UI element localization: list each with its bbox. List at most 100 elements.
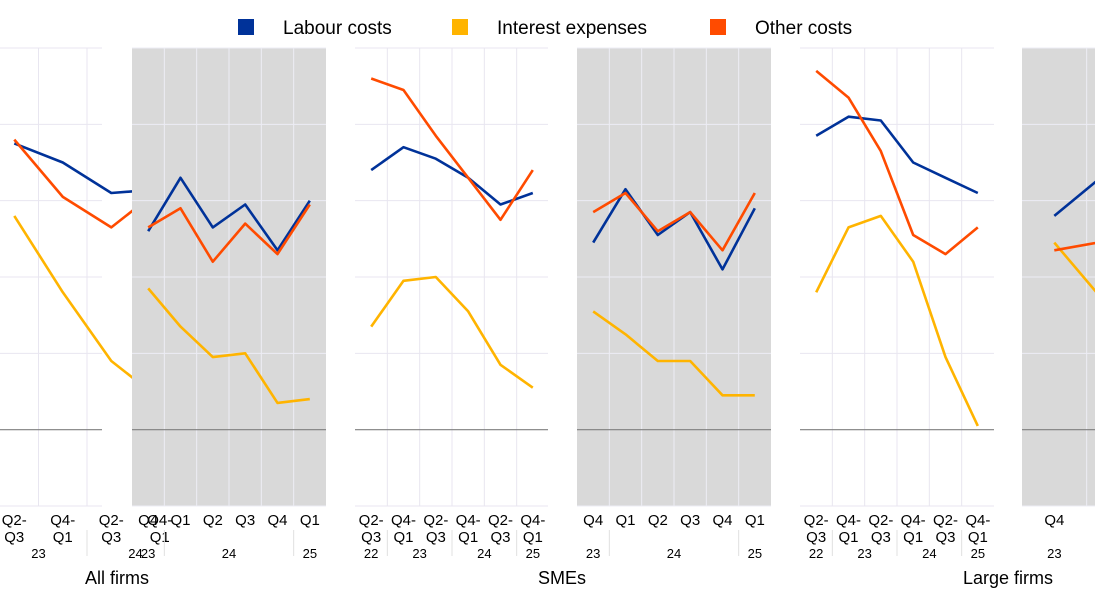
series-line bbox=[815, 69, 979, 256]
x-tick-label-line: Q2- bbox=[933, 512, 958, 529]
x-tick-label-line: Q2- bbox=[868, 512, 893, 529]
x-tick-label-line: Q4 bbox=[583, 512, 603, 529]
x-year-label: 23 bbox=[31, 546, 45, 561]
x-tick-label: Q4 bbox=[1044, 512, 1064, 529]
x-tick-label-line: Q1 bbox=[838, 529, 858, 546]
x-tick-label-line: Q4- bbox=[901, 512, 926, 529]
x-tick-label: Q4 bbox=[583, 512, 603, 529]
x-tick-label-line: Q4 bbox=[712, 512, 732, 529]
x-tick-label-line: Q4- bbox=[147, 512, 172, 529]
x-year-label: 23 bbox=[857, 546, 871, 561]
x-year-label: 25 bbox=[303, 546, 317, 561]
x-year-label: 23 bbox=[586, 546, 600, 561]
x-tick-label-line: Q3 bbox=[426, 529, 446, 546]
x-tick-label: Q2-Q3 bbox=[99, 512, 124, 546]
x-tick-label-line: Q4- bbox=[836, 512, 861, 529]
x-tick-label: Q4-Q1 bbox=[836, 512, 861, 546]
x-tick-label: Q4 bbox=[712, 512, 732, 529]
x-year-label: 23 bbox=[412, 546, 426, 561]
x-tick-label: Q1 bbox=[170, 512, 190, 529]
x-tick-label: Q4-Q1 bbox=[456, 512, 481, 546]
x-tick-label-line: Q1 bbox=[745, 512, 765, 529]
x-tick-label-line: Q4 bbox=[267, 512, 287, 529]
x-tick-label-line: Q4- bbox=[965, 512, 990, 529]
legend-swatch bbox=[238, 19, 254, 35]
x-tick-label: Q2-Q3 bbox=[423, 512, 448, 546]
x-tick-label-line: Q2- bbox=[423, 512, 448, 529]
x-year-label: 25 bbox=[748, 546, 762, 561]
x-tick-label: Q4-Q1 bbox=[50, 512, 75, 546]
x-year-label: 24 bbox=[922, 546, 936, 561]
group-titles: All firms SMEs Large firms bbox=[85, 568, 1053, 588]
x-tick-label-line: Q4- bbox=[520, 512, 545, 529]
x-tick-label: Q4 bbox=[138, 512, 158, 529]
x-tick-label: Q1 bbox=[615, 512, 635, 529]
x-tick-label-line: Q1 bbox=[300, 512, 320, 529]
x-tick-label-line: Q1 bbox=[523, 529, 543, 546]
x-tick-label-line: Q3 bbox=[871, 529, 891, 546]
x-tick-label: Q2-Q3 bbox=[933, 512, 958, 546]
x-tick-label-line: Q1 bbox=[170, 512, 190, 529]
legend: Labour costs Interest expenses Other costs bbox=[238, 18, 852, 39]
series-line bbox=[370, 275, 534, 389]
x-tick-label-line: Q4- bbox=[50, 512, 75, 529]
x-tick-label: Q2-Q3 bbox=[2, 512, 27, 546]
x-tick-label: Q1 bbox=[745, 512, 765, 529]
x-tick-label: Q4-Q1 bbox=[901, 512, 926, 546]
series-line bbox=[592, 187, 756, 271]
x-tick-label-line: Q4- bbox=[456, 512, 481, 529]
x-year-label: 24 bbox=[128, 546, 142, 561]
x-tick-label-line: Q3 bbox=[235, 512, 255, 529]
x-year-label: 25 bbox=[971, 546, 985, 561]
x-tick-label-line: Q2 bbox=[203, 512, 223, 529]
x-tick-label-line: Q3 bbox=[490, 529, 510, 546]
x-tick-label: Q4-Q1 bbox=[391, 512, 416, 546]
x-tick-label: Q2-Q3 bbox=[868, 512, 893, 546]
x-tick-label-line: Q2- bbox=[488, 512, 513, 529]
series-line bbox=[1053, 241, 1095, 293]
x-tick-label: Q4-Q1 bbox=[520, 512, 545, 546]
series-line bbox=[147, 287, 310, 405]
x-tick-label-line: Q1 bbox=[968, 529, 988, 546]
x-year-label: 24 bbox=[667, 546, 681, 561]
series-line bbox=[370, 145, 534, 206]
x-tick-label: Q1 bbox=[300, 512, 320, 529]
series-line bbox=[592, 191, 756, 252]
x-year-label: 24 bbox=[477, 546, 491, 561]
x-tick-label: Q2-Q3 bbox=[488, 512, 513, 546]
x-tick-label-line: Q3 bbox=[361, 529, 381, 546]
x-tick-label: Q2 bbox=[203, 512, 223, 529]
series-line bbox=[815, 214, 979, 427]
x-tick-label-line: Q3 bbox=[4, 529, 24, 546]
x-year-label: 22 bbox=[364, 546, 378, 561]
x-year-label: 25 bbox=[526, 546, 540, 561]
x-year-label: 23 bbox=[1047, 546, 1061, 561]
x-tick-label-line: Q1 bbox=[150, 529, 170, 546]
x-tick-label: Q4 bbox=[267, 512, 287, 529]
group-title-label: Large firms bbox=[963, 568, 1053, 588]
x-tick-label-line: Q4- bbox=[391, 512, 416, 529]
x-tick-label-line: Q2- bbox=[99, 512, 124, 529]
x-tick-label-line: Q4 bbox=[1044, 512, 1064, 529]
group-title-label: All firms bbox=[85, 568, 149, 588]
series-line bbox=[147, 203, 311, 264]
x-tick-label: Q2-Q3 bbox=[804, 512, 829, 546]
x-tick-label-line: Q2 bbox=[648, 512, 668, 529]
x-year-label: 23 bbox=[141, 546, 155, 561]
series-line bbox=[1054, 241, 1095, 252]
legend-swatch bbox=[710, 19, 726, 35]
legend-swatch bbox=[452, 19, 468, 35]
legend-label: Interest expenses bbox=[497, 18, 647, 39]
series-line bbox=[147, 176, 311, 252]
x-tick-label-line: Q4 bbox=[138, 512, 158, 529]
x-tick-label: Q3 bbox=[680, 512, 700, 529]
panel: Q4 Q1 Q2 Q3 Q4 Q1 23 24 25 bbox=[577, 47, 771, 561]
series-line bbox=[1053, 180, 1095, 217]
x-tick-label-line: Q3 bbox=[935, 529, 955, 546]
legend-label: Labour costs bbox=[283, 18, 392, 39]
